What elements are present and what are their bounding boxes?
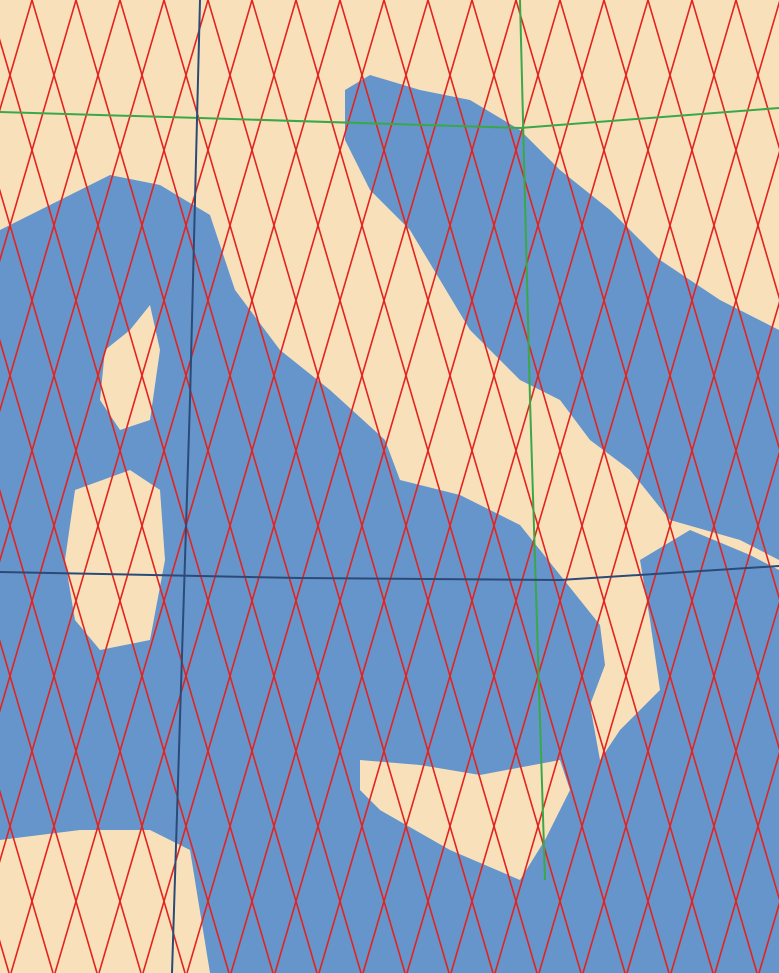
ground-track — [362, 0, 649, 973]
grid-line — [0, 565, 779, 582]
ground-track — [0, 0, 253, 864]
adriatic-sea — [345, 75, 779, 560]
ground-track — [75, 0, 362, 973]
ground-track — [142, 0, 429, 973]
ground-track — [0, 38, 274, 973]
grid-line — [171, 0, 201, 973]
ground-track — [251, 0, 538, 973]
sardinia — [65, 470, 165, 650]
sicily — [360, 760, 570, 880]
ground-track — [10, 0, 297, 973]
ground-track — [0, 638, 98, 973]
sea — [0, 175, 779, 973]
ground-track — [339, 0, 626, 973]
ground-track — [0, 789, 54, 973]
ground-track — [603, 0, 779, 601]
ground-track — [691, 0, 779, 300]
ground-track — [274, 0, 561, 973]
ground-track — [0, 0, 121, 413]
ground-track — [98, 0, 385, 973]
ground-track — [0, 188, 230, 973]
ground-track — [559, 0, 779, 751]
ground-track — [318, 0, 605, 973]
ground-track — [626, 451, 779, 973]
ground-track — [450, 0, 737, 973]
ground-track — [230, 0, 517, 973]
ground-track — [163, 0, 450, 973]
ground-track — [119, 0, 406, 973]
grid-line — [519, 0, 546, 881]
ground-track — [54, 0, 341, 973]
africa — [0, 830, 210, 973]
ground-track — [406, 0, 693, 973]
ground-track — [427, 0, 714, 973]
corsica — [100, 305, 160, 430]
ground-track — [0, 0, 77, 263]
grid-line — [0, 107, 779, 130]
ground-track — [647, 0, 779, 451]
ground-track — [207, 0, 494, 973]
ground-track — [0, 488, 142, 973]
ground-track — [538, 150, 779, 973]
ground-track — [383, 0, 670, 973]
ground-track — [186, 0, 473, 973]
ground-track — [714, 751, 779, 973]
ground-track — [0, 338, 186, 973]
ground-track — [471, 0, 758, 973]
ground-track — [670, 601, 779, 973]
ground-track — [295, 0, 582, 973]
ground-track — [31, 0, 318, 973]
ground-track — [515, 0, 779, 901]
ground-track — [0, 0, 209, 713]
ground-track — [0, 0, 165, 563]
ground-track — [582, 301, 779, 973]
